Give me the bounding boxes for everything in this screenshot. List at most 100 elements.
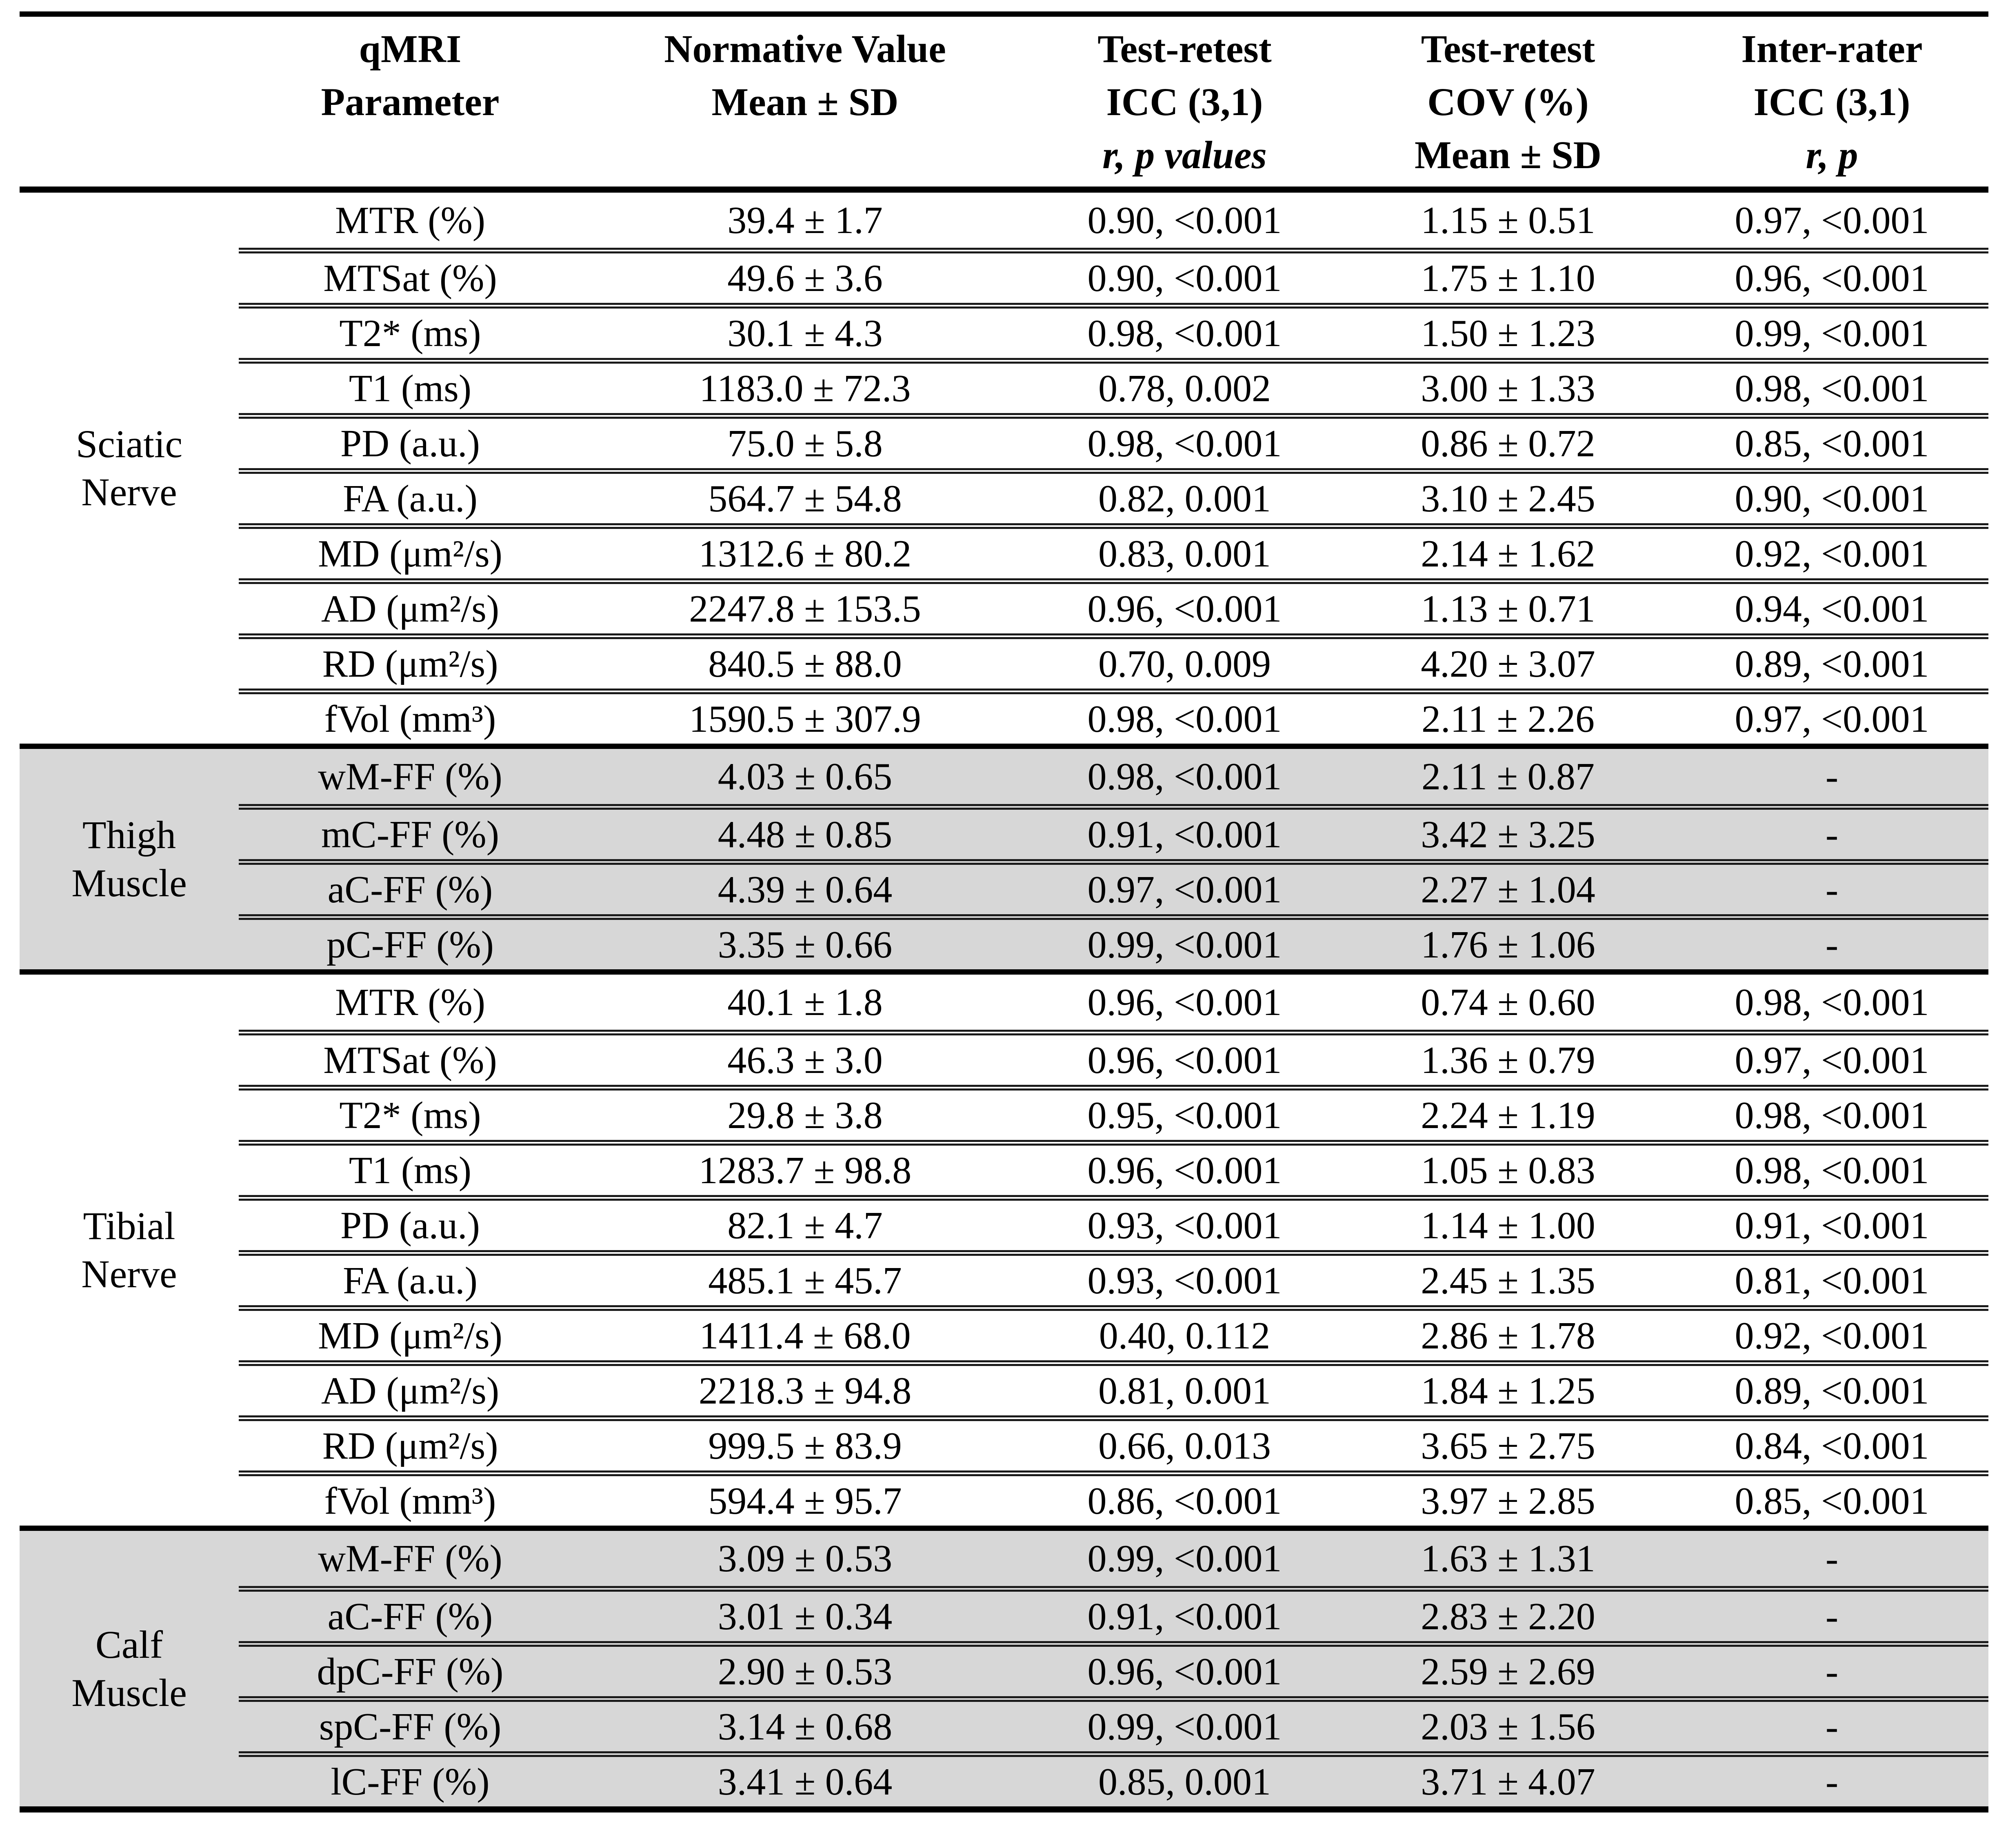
cell-inter-rater-icc: - — [1675, 1696, 1988, 1751]
cell-test-retest-icc: 0.40, 0.112 — [1028, 1305, 1341, 1360]
cell-parameter: fVol (mm³) — [239, 1470, 582, 1526]
cell-test-retest-cov: 1.05 ± 0.83 — [1341, 1140, 1675, 1195]
cell-test-retest-cov: 2.11 ± 2.26 — [1341, 689, 1675, 744]
section-group-label: Tibial Nerve — [20, 975, 239, 1526]
cell-inter-rater-icc: - — [1675, 1586, 1988, 1641]
cell-inter-rater-icc: 0.81, <0.001 — [1675, 1250, 1988, 1305]
cell-test-retest-cov: 2.24 ± 1.19 — [1341, 1085, 1675, 1140]
cell-normative-value: 46.3 ± 3.0 — [582, 1030, 1028, 1085]
table-body: Sciatic Nerve MTR (%) 39.4 ± 1.7 0.90, <0.00… — [20, 193, 1988, 1806]
cell-parameter: MTSat (%) — [239, 248, 582, 303]
group-label-line: Sciatic — [76, 422, 183, 466]
cell-parameter: AD (μm²/s) — [239, 1360, 582, 1415]
cell-test-retest-cov: 2.03 ± 1.56 — [1341, 1696, 1675, 1751]
cell-test-retest-icc: 0.91, <0.001 — [1028, 804, 1341, 859]
cell-test-retest-cov: 1.50 ± 1.23 — [1341, 303, 1675, 358]
cell-parameter: RD (μm²/s) — [239, 633, 582, 689]
cell-inter-rater-icc: - — [1675, 1751, 1988, 1806]
header-test-retest-icc: Test-retest ICC (3,1) r, p values — [1028, 22, 1341, 182]
cell-test-retest-cov: 2.14 ± 1.62 — [1341, 523, 1675, 578]
cell-inter-rater-icc: 0.90, <0.001 — [1675, 468, 1988, 523]
section-separator-rule — [20, 1526, 1988, 1531]
cell-test-retest-icc: 0.96, <0.001 — [1028, 1140, 1341, 1195]
header-line: Parameter — [321, 80, 500, 124]
header-line: Test-retest — [1421, 27, 1595, 71]
cell-inter-rater-icc: 0.89, <0.001 — [1675, 633, 1988, 689]
cell-normative-value: 49.6 ± 3.6 — [582, 248, 1028, 303]
cell-inter-rater-icc: - — [1675, 804, 1988, 859]
cell-test-retest-icc: 0.86, <0.001 — [1028, 1470, 1341, 1526]
cell-test-retest-cov: 0.74 ± 0.60 — [1421, 981, 1595, 1024]
cell-normative-value: 1183.0 ± 72.3 — [582, 358, 1028, 413]
cell-test-retest-cov: 2.45 ± 1.35 — [1341, 1250, 1675, 1305]
group-label-line: Muscle — [71, 1670, 187, 1715]
group-label-line: Nerve — [81, 470, 177, 514]
section-group-label: Calf Muscle — [20, 1531, 239, 1806]
cell-test-retest-cov: 1.15 ± 0.51 — [1421, 199, 1595, 242]
cell-test-retest-icc: 0.99, <0.001 — [1028, 914, 1341, 969]
cell-parameter: T1 (ms) — [239, 358, 582, 413]
cell-test-retest-cov: 2.27 ± 1.04 — [1341, 859, 1675, 914]
cell-parameter: pC-FF (%) — [239, 914, 582, 969]
cell-parameter: spC-FF (%) — [239, 1696, 582, 1751]
cell-parameter: T2* (ms) — [239, 1085, 582, 1140]
cell-inter-rater-icc: 0.98, <0.001 — [1675, 1085, 1988, 1140]
cell-test-retest-icc: 0.98, <0.001 — [1028, 303, 1341, 358]
header-line: ICC (3,1) — [1106, 80, 1263, 124]
cell-parameter: RD (μm²/s) — [239, 1415, 582, 1470]
cell-test-retest-cov: 2.11 ± 0.87 — [1421, 755, 1595, 798]
cell-normative-value: 82.1 ± 4.7 — [582, 1195, 1028, 1250]
cell-parameter: MTR (%) — [335, 199, 486, 242]
cell-test-retest-icc: 0.66, 0.013 — [1028, 1415, 1341, 1470]
cell-test-retest-cov: 0.86 ± 0.72 — [1341, 413, 1675, 468]
table-bottom-rule — [20, 1806, 1988, 1812]
cell-normative-value: 4.39 ± 0.64 — [582, 859, 1028, 914]
header-line: Mean ± SD — [1414, 133, 1602, 177]
cell-normative-value: 1283.7 ± 98.8 — [582, 1140, 1028, 1195]
cell-test-retest-icc: 0.93, <0.001 — [1028, 1250, 1341, 1305]
cell-inter-rater-icc: - — [1825, 1537, 1839, 1580]
cell-normative-value: 75.0 ± 5.8 — [582, 413, 1028, 468]
cell-normative-value: 4.03 ± 0.65 — [717, 755, 893, 798]
section-group-label: Sciatic Nerve — [20, 193, 239, 744]
group-label-line: Calf — [95, 1622, 163, 1666]
header-line: r, p — [1806, 133, 1858, 177]
cell-inter-rater-icc: 0.92, <0.001 — [1675, 523, 1988, 578]
group-label-line: Thigh — [82, 813, 176, 857]
cell-normative-value: 4.48 ± 0.85 — [582, 804, 1028, 859]
cell-test-retest-cov: 1.63 ± 1.31 — [1421, 1537, 1595, 1580]
cell-test-retest-icc: 0.95, <0.001 — [1028, 1085, 1341, 1140]
cell-normative-value: 2.90 ± 0.53 — [582, 1641, 1028, 1696]
table-header-row: qMRI Parameter Normative Value Mean ± SD… — [20, 17, 1988, 186]
cell-test-retest-cov: 3.10 ± 2.45 — [1341, 468, 1675, 523]
section-group-label: Thigh Muscle — [20, 749, 239, 969]
cell-inter-rater-icc: 0.96, <0.001 — [1675, 248, 1988, 303]
cell-parameter: lC-FF (%) — [239, 1751, 582, 1806]
cell-test-retest-icc: 0.97, <0.001 — [1028, 859, 1341, 914]
cell-test-retest-icc: 0.90, <0.001 — [1087, 199, 1282, 242]
section-separator-rule — [20, 969, 1988, 975]
cell-test-retest-icc: 0.81, 0.001 — [1028, 1360, 1341, 1415]
cell-test-retest-icc: 0.93, <0.001 — [1028, 1195, 1341, 1250]
header-line: Mean ± SD — [711, 80, 899, 124]
table-section: Calf Muscle wM-FF (%) 3.09 ± 0.53 0.99, <0.0… — [20, 1531, 1988, 1806]
cell-normative-value: 999.5 ± 83.9 — [582, 1415, 1028, 1470]
cell-normative-value: 1590.5 ± 307.9 — [582, 689, 1028, 744]
cell-parameter: FA (a.u.) — [239, 1250, 582, 1305]
cell-test-retest-icc: 0.91, <0.001 — [1028, 1586, 1341, 1641]
cell-parameter: mC-FF (%) — [239, 804, 582, 859]
cell-test-retest-cov: 2.83 ± 2.20 — [1341, 1586, 1675, 1641]
cell-test-retest-icc: 0.98, <0.001 — [1028, 689, 1341, 744]
table-top-rule — [20, 11, 1988, 17]
cell-parameter: MTSat (%) — [239, 1030, 582, 1085]
cell-test-retest-icc: 0.99, <0.001 — [1087, 1537, 1282, 1580]
section-separator-rule — [20, 744, 1988, 749]
cell-inter-rater-icc: - — [1675, 1641, 1988, 1696]
header-empty-cell — [20, 22, 239, 182]
cell-normative-value: 30.1 ± 4.3 — [582, 303, 1028, 358]
cell-inter-rater-icc: 0.97, <0.001 — [1675, 689, 1988, 744]
cell-normative-value: 3.41 ± 0.64 — [582, 1751, 1028, 1806]
cell-inter-rater-icc: 0.92, <0.001 — [1675, 1305, 1988, 1360]
header-line: qMRI — [359, 27, 462, 71]
header-line: Inter-rater — [1741, 27, 1923, 71]
